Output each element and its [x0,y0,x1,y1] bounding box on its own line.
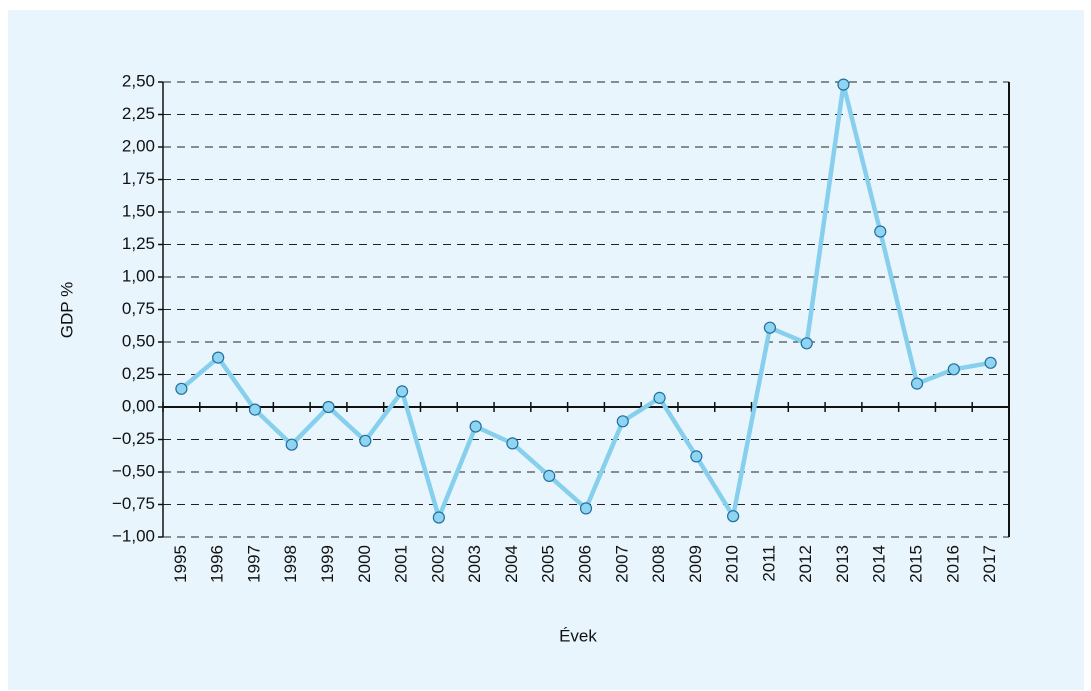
data-point [432,511,445,524]
data-point [763,321,777,334]
x-tick-label: 2000 [355,545,374,583]
background [8,10,1084,690]
y-tick-label: 0,25 [122,364,155,383]
x-tick-label: 1997 [244,545,263,583]
x-tick-label: 2006 [575,545,594,583]
data-point [175,382,188,395]
x-tick-label: 2017 [980,545,999,583]
x-tick-label: 2014 [870,545,889,583]
x-tick-label: 2007 [612,545,631,583]
x-tick-label: 2004 [502,545,521,583]
y-tick-label: 1,75 [122,169,155,188]
data-point [837,78,850,91]
x-tick-label: 2001 [392,545,411,583]
x-tick-label: 2003 [465,545,484,583]
x-tick-label: 2016 [943,545,962,583]
data-point [359,434,372,447]
x-tick-label: 2015 [907,545,926,583]
y-tick-label: 2,25 [122,104,155,123]
y-tick-label: 0,75 [122,299,155,318]
data-point [248,403,262,416]
data-point [506,437,519,450]
data-point [874,225,887,238]
y-tick-label: 0,50 [122,331,155,350]
y-tick-label: −0,50 [112,461,155,480]
data-point [800,337,813,350]
x-tick-label: 1999 [318,545,337,583]
x-tick-label: 2009 [686,545,705,583]
y-tick-label: 0,00 [122,396,155,415]
y-tick-label: −1,00 [112,526,155,545]
data-point [616,415,629,428]
y-tick-label: 2,00 [122,136,155,155]
x-tick-label: 2002 [428,545,447,583]
x-tick-label: 1996 [208,545,227,583]
data-point [543,469,556,482]
x-tick-label: 2011 [759,545,778,582]
y-axis-title: GDP % [57,282,76,338]
x-tick-label: 2005 [539,545,558,583]
y-tick-label: 1,00 [122,266,155,285]
data-point [212,351,225,364]
x-tick-label: 1995 [171,545,190,583]
y-tick-label: −0,25 [112,429,155,448]
x-tick-label: 2013 [833,545,852,583]
y-tick-label: 1,50 [122,201,155,220]
data-point [469,420,482,433]
x-axis-title: Évek [559,626,597,645]
y-tick-label: 1,25 [122,234,155,253]
y-tick-label: 2,50 [122,71,155,90]
x-tick-label: 2008 [649,545,668,583]
data-point [690,450,703,463]
x-tick-label: 2010 [723,545,742,583]
data-point [395,385,409,398]
data-point [727,510,740,523]
data-point [579,502,593,515]
data-point [653,391,666,404]
x-tick-label: 2012 [796,545,815,583]
data-point [947,363,960,376]
x-tick-label: 1998 [281,545,300,583]
data-point [322,400,335,414]
data-point [285,438,298,451]
data-point [910,377,924,390]
data-point [984,356,997,369]
y-tick-label: −0,75 [112,494,155,513]
